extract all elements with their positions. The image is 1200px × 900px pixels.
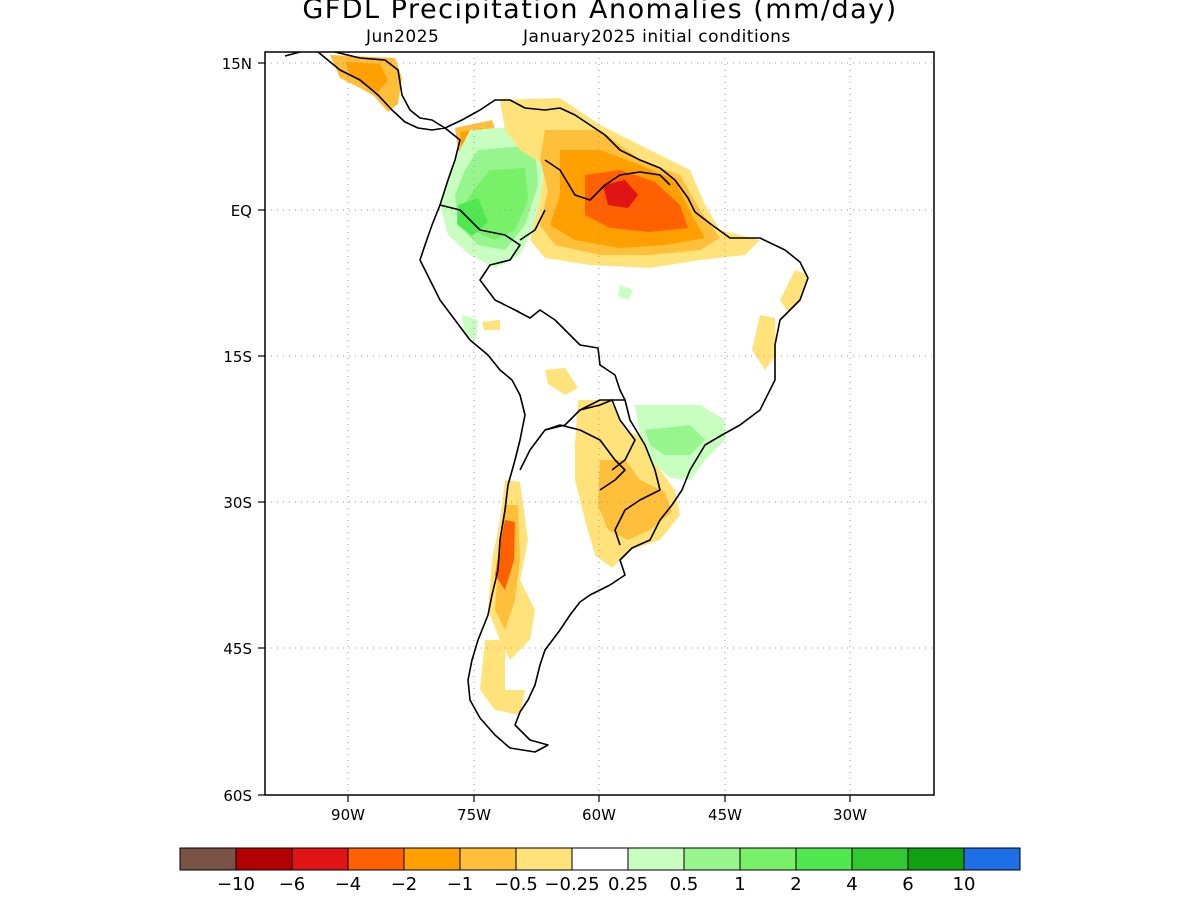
anomaly-peru-wet: [462, 315, 478, 340]
argentina-border: [544, 424, 626, 491]
lat-label: 15S: [223, 348, 252, 366]
anomaly-chaco-dry-mid: [598, 460, 672, 540]
lat-label: 45S: [223, 640, 252, 658]
lat-label: 15N: [222, 55, 252, 73]
colorbar-label: −1: [447, 874, 474, 895]
lat-labels: 15N EQ 15S 30S 45S 60S: [222, 55, 252, 805]
anomaly-patagonia-dry: [480, 640, 525, 715]
colorbar-label: −4: [335, 874, 362, 895]
lon-label: 30W: [833, 806, 867, 824]
lon-label: 60W: [582, 806, 616, 824]
paraguay-border: [579, 399, 636, 471]
lat-label: 60S: [223, 787, 252, 805]
lon-label: 90W: [331, 806, 365, 824]
anomaly-amazon-wet-patch: [618, 285, 633, 300]
colorbar-swatch: [963, 847, 1021, 871]
anomaly-layer: [330, 55, 808, 715]
colorbar-swatch: [795, 847, 853, 871]
colorbar-label: −0.25: [544, 874, 599, 895]
colorbar-swatch: [179, 847, 237, 871]
init-conditions-label: January2025 initial conditions: [523, 27, 791, 47]
colorbar-label: 10: [953, 874, 976, 895]
lon-label: 75W: [457, 806, 491, 824]
colorbar-label: −10: [217, 874, 255, 895]
colorbar-swatch: [347, 847, 405, 871]
lat-label: EQ: [231, 202, 252, 220]
colorbar-label: −2: [391, 874, 418, 895]
colorbar-swatch: [459, 847, 517, 871]
colorbar-swatch: [683, 847, 741, 871]
colorbar-label: 1: [734, 874, 745, 895]
colorbar-label: 6: [902, 874, 913, 895]
anomaly-ne-coast: [780, 270, 808, 312]
colorbar-swatch: [403, 847, 461, 871]
colorbar-swatch: [907, 847, 965, 871]
south-america-outline: [419, 99, 809, 753]
lon-labels: 90W 75W 60W 45W 30W: [331, 806, 867, 824]
valid-month-label: Jun2025: [366, 27, 440, 47]
colorbar-swatch: [627, 847, 685, 871]
colorbar-swatch: [291, 847, 349, 871]
andes-borders: [439, 204, 626, 471]
anomaly-north-dry-extreme: [603, 180, 638, 208]
chart-title: GFDL Precipitation Anomalies (mm/day): [302, 0, 898, 25]
colorbar: −10 −6 −4 −2 −1 −0.5 −0.25 0.25 0.5 1 2 4 6 10: [179, 847, 1021, 895]
colorbar-swatch: [571, 847, 629, 871]
anomaly-central-america-core: [345, 62, 388, 92]
tick-marks: [258, 62, 851, 802]
lat-label: 30S: [223, 494, 252, 512]
colorbar-swatch: [851, 847, 909, 871]
anomaly-colombia-wet-peak: [457, 198, 488, 236]
colorbar-label: 0.25: [608, 874, 648, 895]
colorbar-label: −0.5: [494, 874, 538, 895]
coastlines: [284, 52, 809, 753]
colorbar-label: 2: [790, 874, 801, 895]
colorbar-label: −6: [279, 874, 306, 895]
anomaly-chile-dry-strong: [495, 520, 515, 590]
anomaly-se-brazil-wet-mid: [645, 425, 705, 455]
colorbar-label: 4: [846, 874, 857, 895]
brazil-border: [519, 159, 671, 546]
lon-label: 45W: [708, 806, 742, 824]
colorbar-swatch: [515, 847, 573, 871]
colorbar-swatch: [739, 847, 797, 871]
anomaly-bolivia-dry: [545, 368, 578, 395]
anomaly-east-coast: [752, 315, 776, 370]
colorbar-label: 0.5: [670, 874, 699, 895]
colorbar-swatch: [235, 847, 293, 871]
anomaly-peru-dry: [482, 320, 500, 330]
